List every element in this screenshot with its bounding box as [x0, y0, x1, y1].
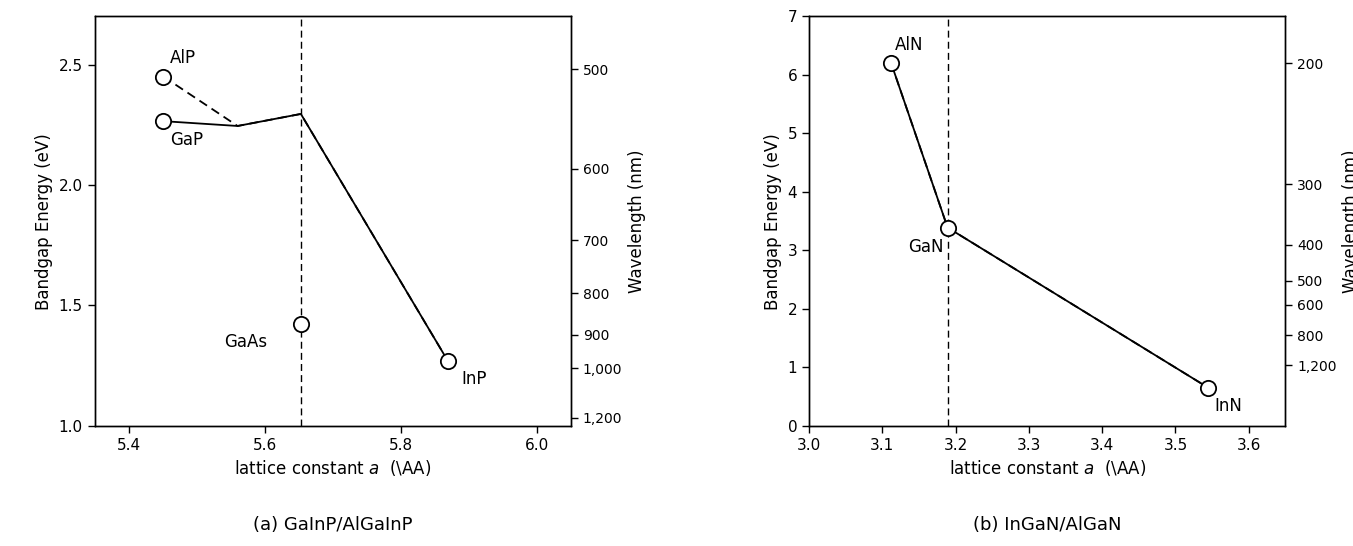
Text: (b) InGaN/AlGaN: (b) InGaN/AlGaN — [973, 516, 1122, 534]
Text: GaN: GaN — [908, 238, 944, 256]
Text: AlN: AlN — [894, 37, 923, 55]
Y-axis label: Bandgap Energy (eV): Bandgap Energy (eV) — [35, 133, 53, 310]
Text: GaP: GaP — [170, 131, 203, 149]
Text: (a) GaInP/AlGaInP: (a) GaInP/AlGaInP — [253, 516, 413, 534]
Text: GaAs: GaAs — [223, 334, 267, 352]
X-axis label: lattice constant $\mathit{a}$  (\AA): lattice constant $\mathit{a}$ (\AA) — [234, 458, 432, 478]
Y-axis label: Bandgap Energy (eV): Bandgap Energy (eV) — [764, 133, 782, 310]
Text: AlP: AlP — [170, 49, 196, 67]
X-axis label: lattice constant $\mathit{a}$  (\AA): lattice constant $\mathit{a}$ (\AA) — [948, 458, 1146, 478]
Text: InP: InP — [461, 371, 487, 388]
Y-axis label: Wavelength (nm): Wavelength (nm) — [628, 150, 645, 293]
Y-axis label: Wavelength (nm): Wavelength (nm) — [1342, 150, 1353, 293]
Text: InN: InN — [1214, 396, 1242, 414]
